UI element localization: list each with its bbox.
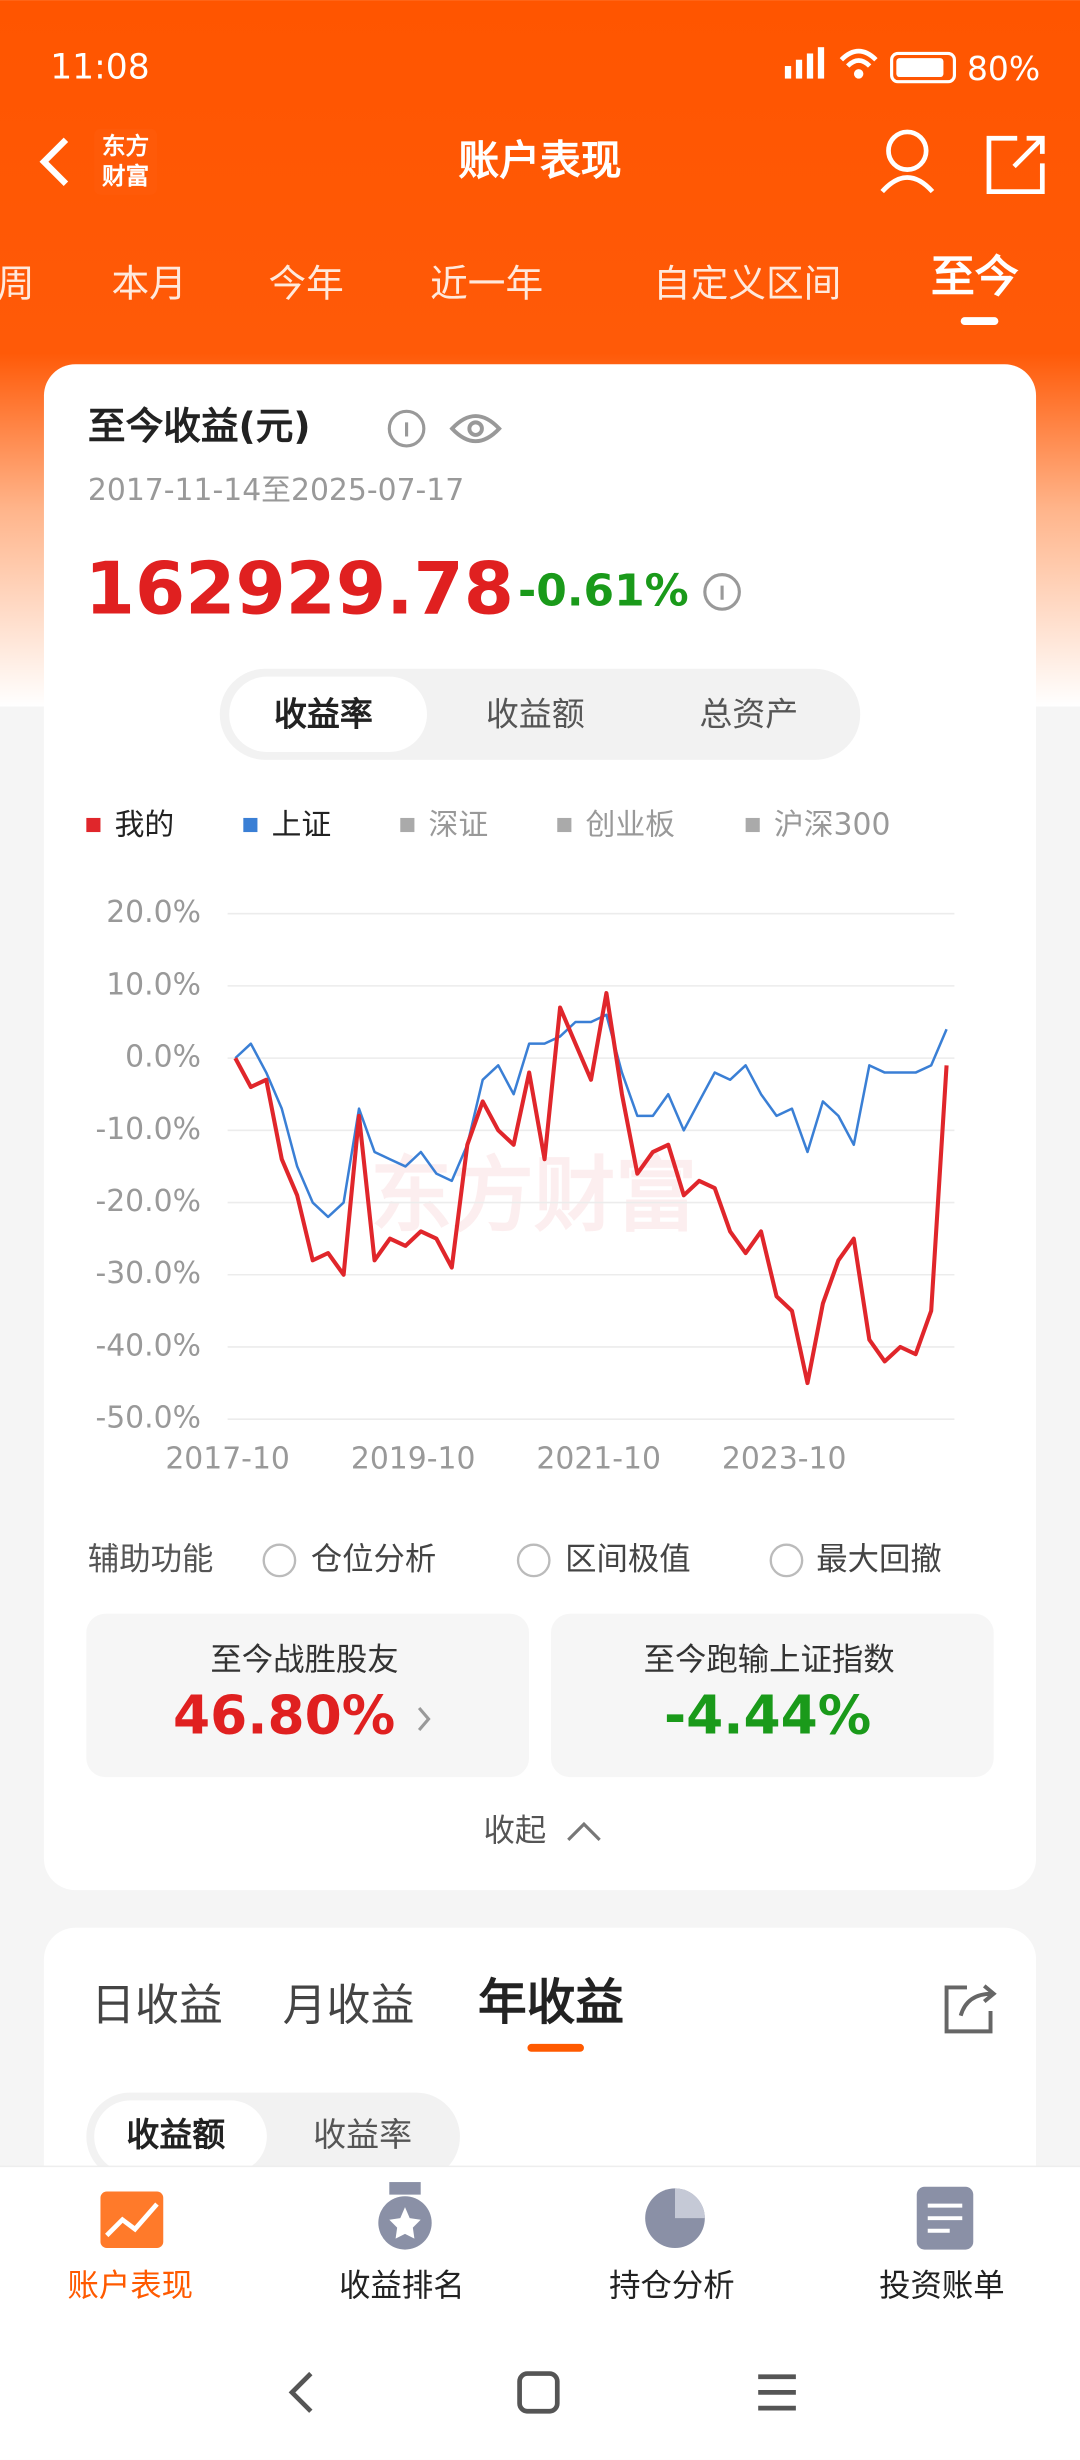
period-tab-active[interactable]: 至今 (931, 252, 1019, 303)
profit-change: -0.61% (518, 565, 689, 616)
aux-label: 辅助功能 (88, 1541, 214, 1577)
watermark: 东方财富 (370, 1148, 696, 1243)
y-tick-label: 10.0% (106, 967, 201, 1002)
radio[interactable] (516, 1543, 551, 1578)
battery-level: 80% (967, 49, 1040, 88)
earnings-tab[interactable]: 日收益 (91, 1980, 223, 2031)
legend-label: 上证 (272, 807, 332, 842)
nav-item[interactable]: 收益排名 (339, 2268, 464, 2304)
status-icons (784, 47, 956, 84)
stat-value: -4.44% (664, 1684, 871, 1747)
nav-icon (100, 2191, 164, 2248)
mode-active-bg (94, 2100, 267, 2173)
chevron (417, 1706, 431, 1731)
y-tick-label: 0.0% (125, 1040, 201, 1075)
series-line (234, 1013, 948, 1219)
y-tick-label: -20.0% (95, 1184, 200, 1219)
y-tick-label: -40.0% (95, 1328, 200, 1363)
caret (567, 1821, 601, 1841)
tab-indicator (527, 2043, 584, 2052)
tab-indicator (960, 317, 999, 326)
eye-icon[interactable] (449, 414, 502, 444)
earnings-tab-active[interactable]: 年收益 (478, 1975, 624, 2031)
aux-option[interactable]: 区间极值 (565, 1541, 691, 1577)
legend-swatch (243, 817, 258, 833)
user-icon[interactable] (880, 129, 935, 194)
legend-label: 沪深300 (774, 807, 891, 842)
period-tab[interactable]: 自定义区间 (653, 261, 841, 305)
legend-swatch (400, 817, 415, 833)
aux-option[interactable]: 最大回撤 (816, 1541, 942, 1577)
mode-tab[interactable]: 总资产 (699, 694, 798, 733)
logo-text: 东方 (102, 132, 149, 160)
nav-item[interactable]: 持仓分析 (609, 2268, 735, 2304)
x-tick-label: 2019-10 (351, 1441, 476, 1476)
x-tick-label: 2023-10 (722, 1441, 847, 1476)
export-icon[interactable] (944, 1984, 997, 2034)
y-tick-label: -50.0% (95, 1401, 200, 1436)
earnings-tab[interactable]: 月收益 (283, 1980, 415, 2031)
series-line (233, 991, 949, 1386)
page-title: 账户表现 (458, 136, 621, 184)
period-tab[interactable]: 本月 (111, 261, 186, 305)
back-button[interactable] (39, 137, 69, 186)
radio[interactable] (262, 1543, 297, 1578)
logo-text: 财富 (102, 162, 149, 190)
sys-back[interactable] (288, 2371, 313, 2413)
legend-swatch (745, 817, 760, 833)
y-tick-label: 20.0% (106, 895, 201, 930)
legend-swatch (86, 817, 101, 833)
nav-icon (378, 2182, 432, 2250)
aux-option[interactable]: 仓位分析 (311, 1541, 437, 1577)
info-icon[interactable] (703, 573, 741, 611)
legend-label: 深证 (429, 807, 489, 842)
stat-box[interactable] (86, 1613, 530, 1778)
chart: 东方财富 20.0% 10.0% 0.0% -10.0% -20.0% -30.0% -40.… (86, 807, 955, 1476)
legend-label: 创业板 (586, 807, 675, 842)
legend-swatch (557, 817, 572, 833)
legend-label: 我的 (115, 807, 175, 842)
y-tick-label: -30.0% (95, 1256, 200, 1291)
earnings-mode-active[interactable]: 收益额 (126, 2115, 225, 2154)
sys-home[interactable] (517, 2371, 560, 2414)
period-tab[interactable]: 周 (0, 261, 35, 305)
mode-tab-active[interactable]: 收益率 (274, 694, 373, 733)
radio[interactable] (769, 1543, 804, 1578)
nav-icon (645, 2188, 705, 2248)
date-range: 2017-11-14至2025-07-17 (88, 473, 464, 508)
summary-title: 至今收益(元) (88, 404, 311, 448)
earnings-mode[interactable]: 收益率 (313, 2115, 412, 2154)
status-time: 11:08 (50, 48, 149, 88)
total-profit: 162929.78 (85, 547, 514, 631)
x-tick-label: 2021-10 (536, 1441, 661, 1476)
info-icon[interactable] (387, 409, 426, 448)
stat-label: 至今战胜股友 (210, 1642, 398, 1678)
mode-tab[interactable]: 收益额 (486, 694, 585, 733)
period-tab[interactable]: 近一年 (430, 261, 543, 305)
y-tick-label: -10.0% (95, 1112, 200, 1147)
sys-menu[interactable] (758, 2374, 796, 2411)
collapse-button[interactable]: 收起 (484, 1813, 547, 1849)
stat-value: 46.80% (173, 1684, 395, 1747)
share-icon[interactable] (986, 135, 1045, 194)
stat-label: 至今跑输上证指数 (644, 1642, 895, 1678)
period-tab[interactable]: 今年 (268, 261, 343, 305)
x-tick-label: 2017-10 (165, 1441, 290, 1476)
logo (94, 128, 157, 195)
nav-item[interactable]: 投资账单 (879, 2268, 1005, 2304)
nav-item-active[interactable]: 账户表现 (68, 2268, 194, 2304)
nav-icon (916, 2186, 974, 2250)
stat-box (550, 1613, 994, 1778)
mode-active-bg (229, 676, 427, 753)
